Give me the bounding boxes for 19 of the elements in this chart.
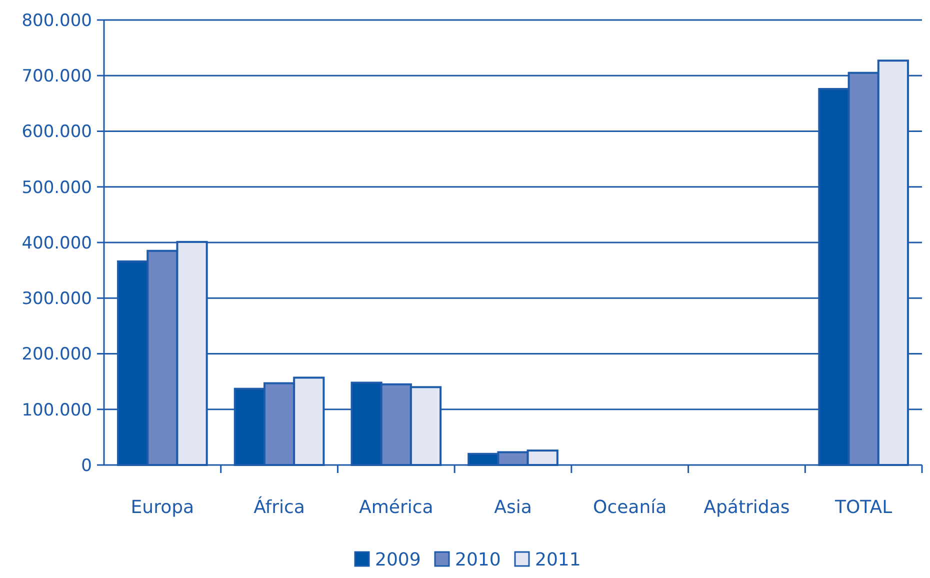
y-tick-label: 800.000 <box>22 10 92 31</box>
legend-label: 2010 <box>455 549 501 570</box>
x-tick-label: África <box>254 496 305 518</box>
y-tick-label: 200.000 <box>22 344 92 365</box>
x-tick-label: Apátridas <box>704 497 790 518</box>
y-tick-label: 700.000 <box>22 66 92 87</box>
legend-label: 2011 <box>535 549 581 570</box>
y-tick-label: 600.000 <box>22 122 92 142</box>
y-tick-label: 400.000 <box>22 233 92 254</box>
x-tick-label: Oceanía <box>593 497 667 518</box>
y-tick-label: 500.000 <box>22 178 92 198</box>
x-tick-label: Europa <box>130 497 194 518</box>
y-tick-label: 100.000 <box>22 400 92 420</box>
y-tick-label: 300.000 <box>22 289 92 310</box>
y-tick-label: 0 <box>81 456 92 476</box>
x-tick-label: Asia <box>494 497 532 518</box>
x-tick-label: TOTAL <box>834 497 892 518</box>
legend-label: 2009 <box>375 549 421 570</box>
x-tick-label: América <box>359 497 434 518</box>
